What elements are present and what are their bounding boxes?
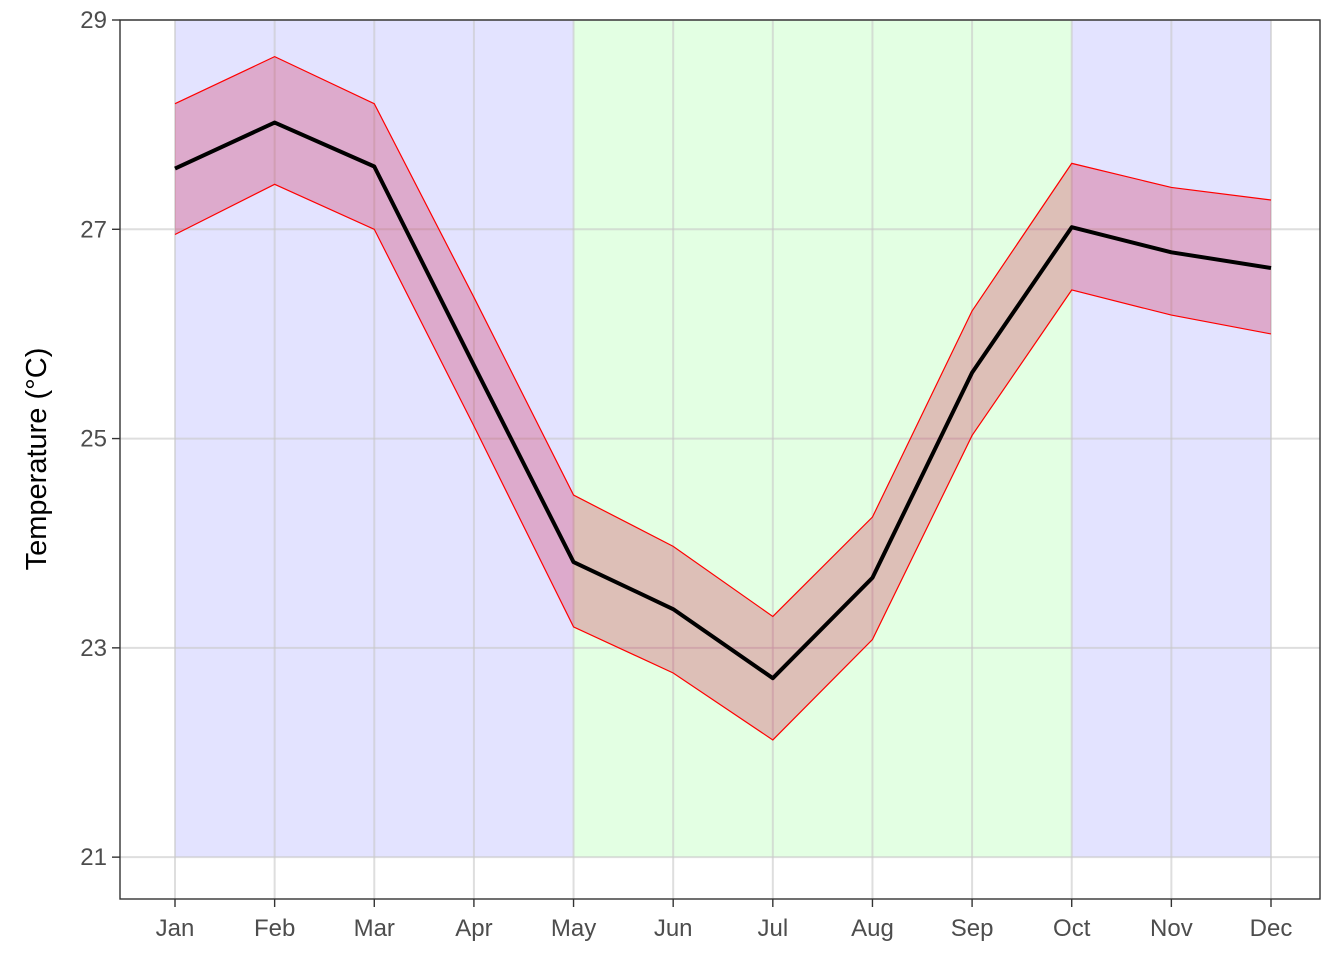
- x-tick-label: Aug: [851, 915, 894, 942]
- y-axis: 21 23 25 27 29: [80, 7, 120, 871]
- x-tick-label: Oct: [1053, 915, 1091, 942]
- panel-border: [119, 19, 1321, 900]
- x-tick-label: Dec: [1250, 915, 1293, 942]
- ribbon-upper-line: [174, 55, 1272, 618]
- mean-line: [174, 120, 1272, 681]
- y-tick-label: 21: [80, 844, 107, 871]
- y-axis-title: Temperature (°C): [21, 348, 53, 571]
- series-lines: [174, 120, 1272, 681]
- x-tick-label: Jul: [757, 915, 788, 942]
- ribbon-lower-line: [174, 183, 1272, 741]
- x-tick-label: Nov: [1150, 915, 1193, 942]
- x-tick-label: Sep: [951, 915, 994, 942]
- x-tick-label: Apr: [455, 915, 492, 942]
- y-tick-label: 25: [80, 426, 107, 453]
- y-tick-label: 23: [80, 635, 107, 662]
- y-tick-label: 27: [80, 216, 107, 243]
- x-tick-label: Jun: [654, 915, 693, 942]
- x-tick-label: Mar: [354, 915, 395, 942]
- x-axis: Jan Feb Mar Apr May Jun Jul Aug Sep Oct Nov Dec: [156, 899, 1293, 942]
- x-tick-label: Jan: [156, 915, 195, 942]
- x-tick-label: May: [551, 915, 596, 942]
- y-tick-label: 29: [80, 7, 107, 34]
- x-tick-label: Feb: [254, 915, 295, 942]
